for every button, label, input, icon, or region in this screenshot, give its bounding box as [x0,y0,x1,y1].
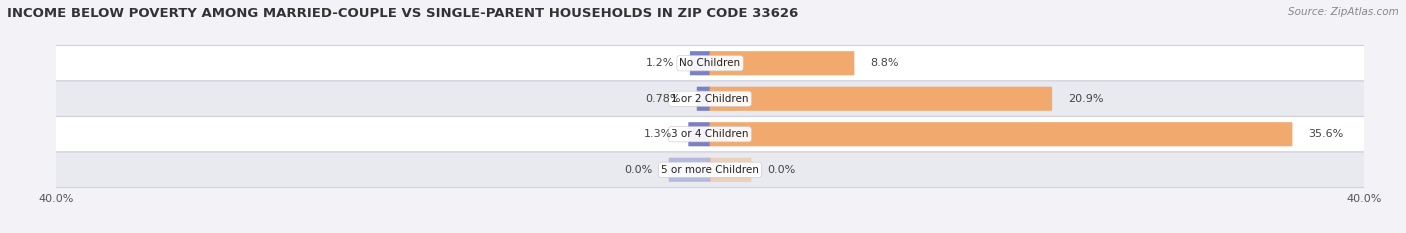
FancyBboxPatch shape [710,51,855,75]
FancyBboxPatch shape [24,45,1396,81]
Text: 1.3%: 1.3% [644,129,672,139]
Text: No Children: No Children [679,58,741,68]
Text: 0.0%: 0.0% [624,165,652,175]
FancyBboxPatch shape [710,158,751,182]
Text: 35.6%: 35.6% [1308,129,1344,139]
FancyBboxPatch shape [690,51,710,75]
Text: 5 or more Children: 5 or more Children [661,165,759,175]
Text: 3 or 4 Children: 3 or 4 Children [671,129,749,139]
FancyBboxPatch shape [669,158,710,182]
Text: Source: ZipAtlas.com: Source: ZipAtlas.com [1288,7,1399,17]
Text: 1 or 2 Children: 1 or 2 Children [671,94,749,104]
FancyBboxPatch shape [24,116,1396,152]
Text: 0.0%: 0.0% [768,165,796,175]
FancyBboxPatch shape [710,122,1292,146]
FancyBboxPatch shape [697,87,710,111]
FancyBboxPatch shape [24,152,1396,188]
Text: 20.9%: 20.9% [1069,94,1104,104]
Text: 0.78%: 0.78% [645,94,681,104]
Text: 1.2%: 1.2% [645,58,673,68]
FancyBboxPatch shape [710,87,1052,111]
FancyBboxPatch shape [24,81,1396,116]
Text: 8.8%: 8.8% [870,58,898,68]
FancyBboxPatch shape [689,122,710,146]
Text: INCOME BELOW POVERTY AMONG MARRIED-COUPLE VS SINGLE-PARENT HOUSEHOLDS IN ZIP COD: INCOME BELOW POVERTY AMONG MARRIED-COUPL… [7,7,799,20]
